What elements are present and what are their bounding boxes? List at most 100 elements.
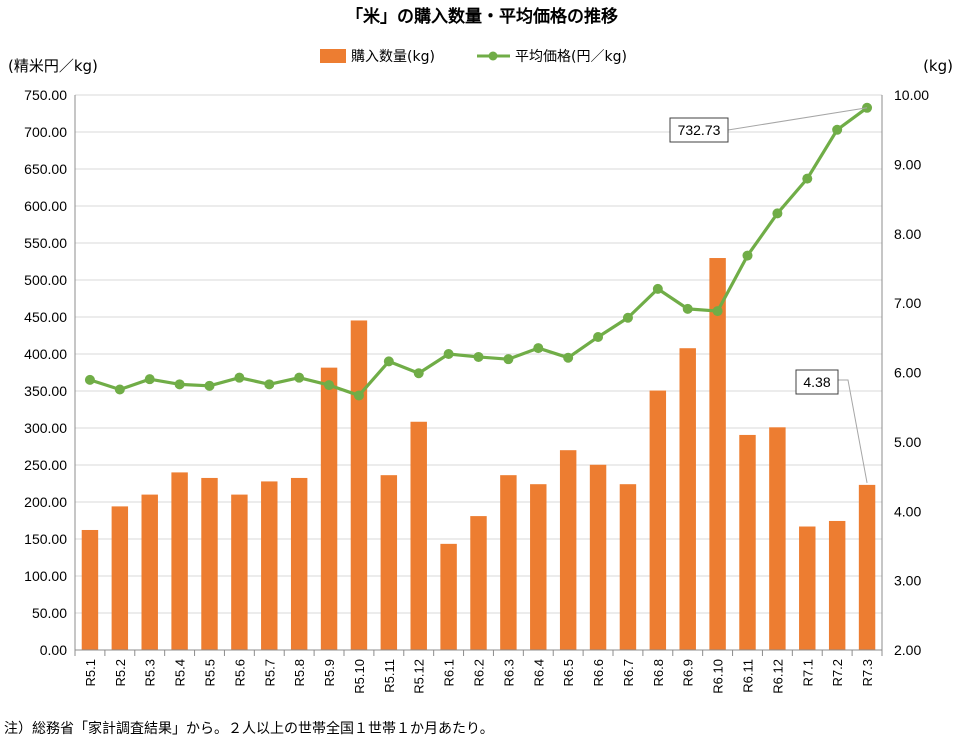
price-point-R5.7: [264, 379, 275, 390]
x-tick-label: R6.2: [472, 659, 487, 686]
price-callout-box: [669, 117, 729, 143]
bar-R5.9: [320, 367, 338, 650]
x-tick-label: R5.8: [292, 659, 307, 686]
price-point-R7.2: [832, 124, 843, 135]
right-tick-label: 10.00: [894, 87, 929, 103]
price-point-R5.12: [413, 368, 424, 379]
price-line: [84, 102, 873, 401]
bar-R5.7: [261, 481, 278, 650]
right-tick-label: 2.00: [894, 642, 921, 658]
bar-R6.9: [679, 348, 696, 650]
x-tick-label: R6.12: [770, 659, 785, 694]
qty-callout-text: 4.38: [803, 374, 830, 390]
price-point-R6.1: [443, 349, 454, 359]
price-callout-leader: [727, 107, 868, 131]
legend-bar-label: 購入数量(kg): [351, 49, 435, 65]
x-tick-label: R5.11: [382, 659, 397, 693]
bar-R7.3: [858, 484, 876, 650]
x-tick-label: R6.1: [442, 659, 457, 686]
bar-R6.12: [769, 427, 786, 650]
left-tick-label: 600.00: [24, 198, 67, 214]
x-tick-label: R6.3: [501, 659, 516, 686]
bar-R6.6: [589, 464, 607, 650]
bar-R5.12: [410, 421, 427, 650]
bar-R5.6: [231, 494, 248, 650]
price-point-R6.12: [772, 208, 783, 219]
bar-R7.1: [799, 526, 816, 650]
x-tick-label: R5.10: [352, 659, 367, 694]
x-tick-label: R6.11: [741, 659, 756, 693]
bar-R6.3: [500, 475, 517, 650]
legend-line-label: 平均価格(円／kg): [515, 49, 627, 65]
x-tick-label: R6.6: [591, 659, 606, 686]
right-axis-unit: (kg): [923, 57, 953, 75]
bar-R5.4: [171, 472, 188, 650]
legend-line-marker: [488, 51, 498, 61]
right-tick-label: 8.00: [894, 226, 921, 242]
bar-R5.11: [380, 475, 398, 650]
x-tick-label: R7.3: [860, 659, 875, 686]
price-point-R7.1: [802, 173, 813, 184]
x-tick-label: R5.4: [173, 659, 188, 686]
x-tick-label: R5.12: [412, 659, 427, 694]
right-tick-label: 3.00: [894, 573, 921, 589]
left-tick-label: 250.00: [24, 457, 67, 473]
price-point-R5.8: [294, 372, 305, 383]
left-tick-label: 650.00: [24, 161, 67, 177]
bar-R7.2: [828, 520, 846, 650]
left-tick-label: 750.00: [24, 87, 67, 103]
left-tick-label: 700.00: [24, 124, 67, 140]
x-tick-label: R5.2: [113, 659, 128, 686]
bar-R5.8: [290, 477, 308, 650]
left-tick-label: 350.00: [24, 383, 67, 399]
annotations: 732.73 4.38: [669, 107, 868, 483]
right-tick-label: 7.00: [894, 295, 921, 311]
left-tick-label: 100.00: [24, 568, 67, 584]
price-point-R6.3: [503, 354, 514, 365]
left-tick-label: 400.00: [24, 346, 67, 362]
price-point-R5.11: [383, 356, 394, 367]
bars: [81, 258, 876, 650]
left-tick-label: 50.00: [32, 605, 67, 621]
price-point-R5.2: [114, 384, 125, 395]
x-tick-label: R5.1: [83, 659, 98, 686]
price-point-R6.4: [533, 343, 544, 354]
price-point-R6.9: [682, 303, 693, 314]
x-tick-label: R5.5: [203, 659, 218, 686]
bar-R5.10: [350, 320, 368, 650]
bar-R5.3: [141, 494, 158, 650]
left-tick-label: 450.00: [24, 309, 67, 325]
legend-bar-swatch: [320, 49, 346, 63]
left-tick-label: 200.00: [24, 494, 67, 510]
price-point-R6.7: [622, 312, 633, 323]
right-tick-label: 6.00: [894, 365, 921, 381]
bar-R6.10: [709, 258, 726, 650]
bar-R6.11: [739, 434, 756, 650]
x-tick-label: R5.9: [322, 659, 337, 686]
left-tick-label: 150.00: [24, 531, 67, 547]
bar-R6.2: [470, 516, 487, 650]
x-tick-label: R7.1: [800, 659, 815, 686]
price-point-R5.5: [204, 380, 215, 391]
x-tick-label: R6.7: [621, 659, 636, 686]
qty-callout-leader: [838, 379, 868, 483]
price-point-R6.8: [652, 283, 663, 294]
left-tick-label: 300.00: [24, 420, 67, 436]
price-callout-text: 732.73: [678, 122, 721, 138]
x-tick-label: R6.5: [561, 659, 576, 686]
bar-R5.2: [111, 506, 129, 650]
left-axis-unit: (精米円／kg): [8, 57, 98, 75]
left-tick-label: 500.00: [24, 272, 67, 288]
right-tick-label: 4.00: [894, 503, 921, 519]
bar-R6.4: [530, 484, 547, 650]
axes: 0.00 50.00 100.00 150.00 200.00 250.00 300.00 3…: [24, 87, 929, 694]
price-point-R6.5: [563, 352, 574, 363]
price-point-R5.4: [174, 379, 185, 390]
price-point-R6.2: [473, 351, 484, 362]
bar-R5.1: [81, 529, 99, 650]
price-point-R6.6: [593, 331, 604, 342]
gridlines: [75, 94, 882, 614]
x-tick-label: R7.2: [830, 659, 845, 686]
